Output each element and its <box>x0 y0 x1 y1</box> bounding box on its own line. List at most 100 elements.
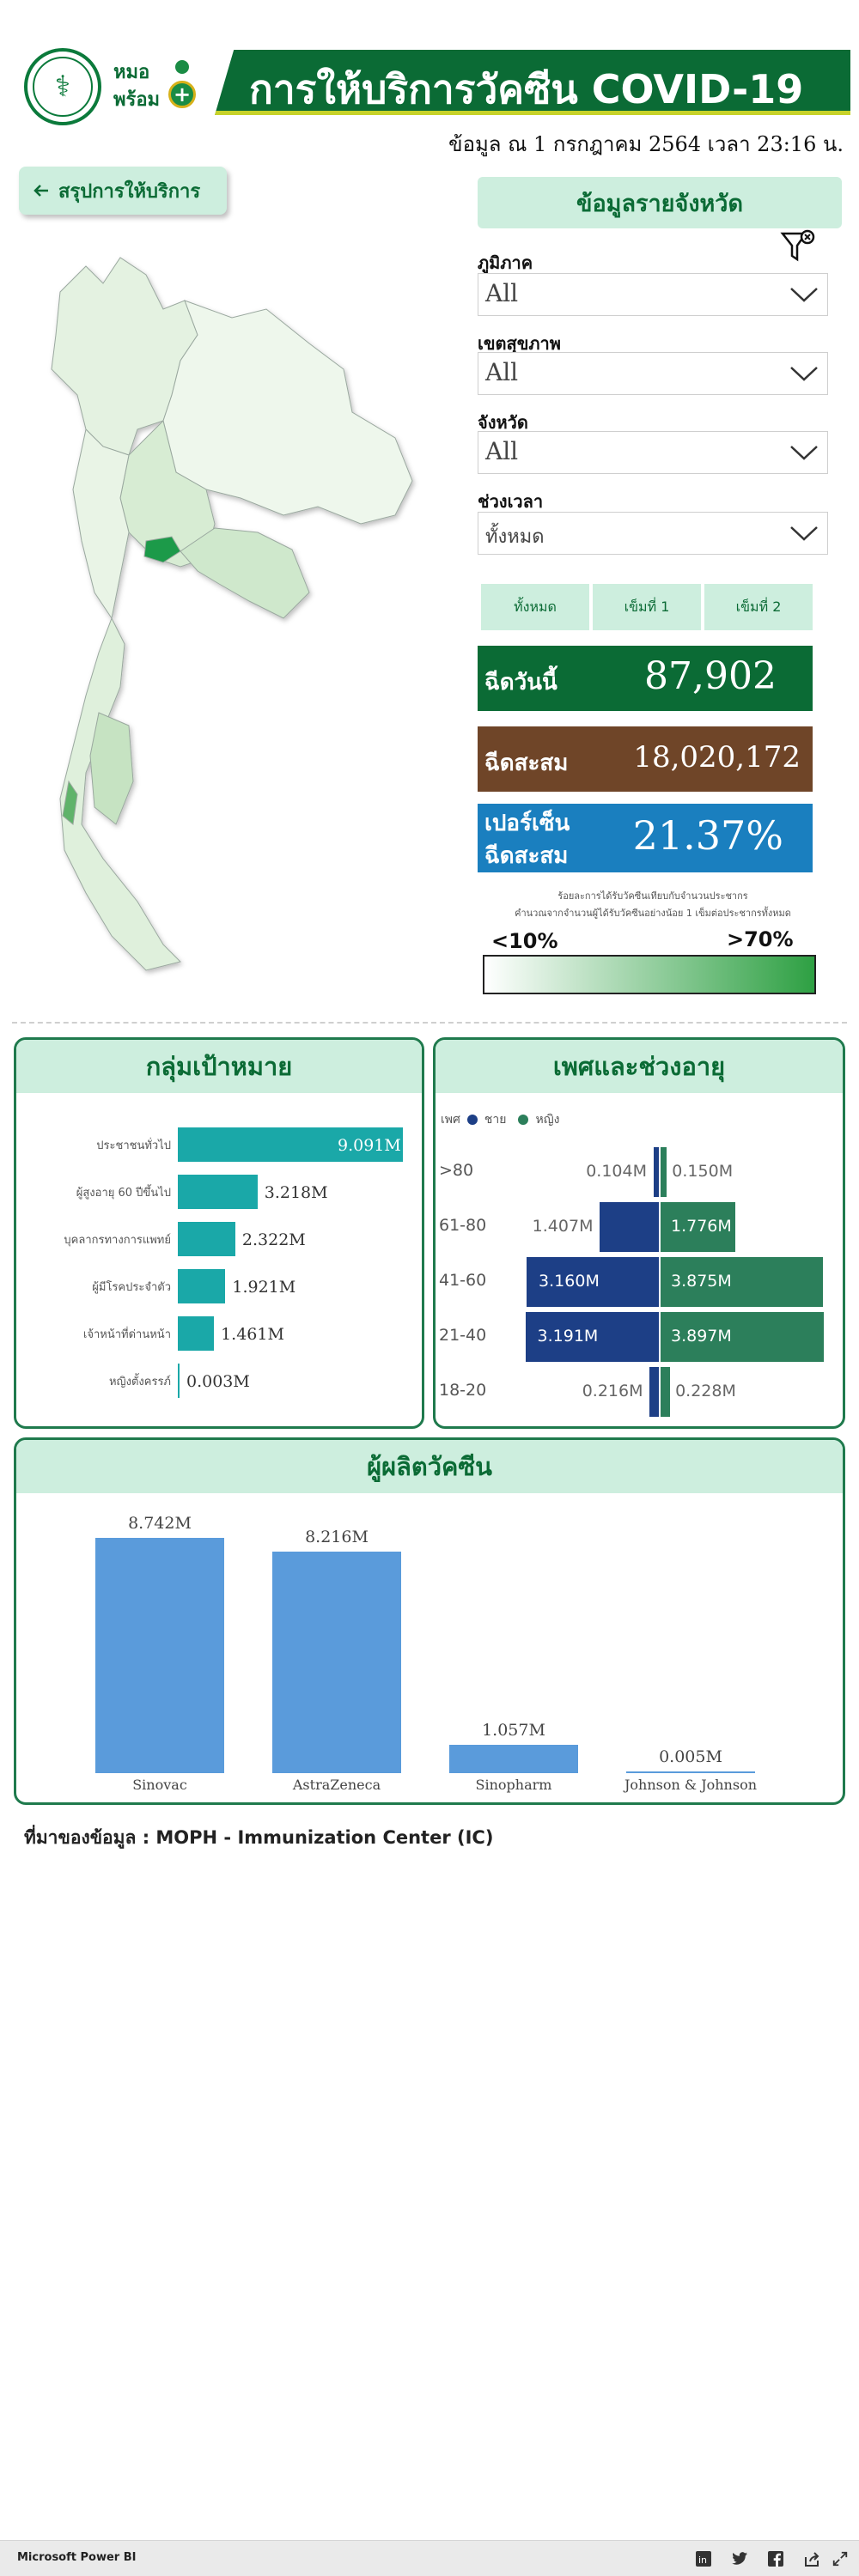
period-button-dose-1[interactable]: เข็มที่ 1 <box>593 584 701 630</box>
target-group-bar[interactable] <box>178 1364 180 1398</box>
manufacturers-title: ผู้ผลิตวัคซีน <box>16 1440 843 1493</box>
table-row: หญิงตั้งครรภ์ 0.003M <box>16 1362 422 1400</box>
target-groups-title: กลุ่มเป้าหมาย <box>16 1040 422 1093</box>
clear-filter-icon[interactable] <box>780 228 816 266</box>
manufacturer-bar[interactable] <box>272 1552 401 1773</box>
kpi-today: ฉีดวันนี้ 87,902 <box>478 646 813 711</box>
manufacturer-label: Sinopharm <box>475 1777 552 1793</box>
section-divider <box>12 1022 847 1024</box>
period-filter-label: ช่วงเวลา <box>478 491 544 512</box>
thailand-province-map[interactable] <box>34 232 438 979</box>
moph-logo: ⚕ <box>24 48 101 125</box>
chevron-down-icon <box>790 446 818 460</box>
twitter-icon[interactable] <box>730 2549 749 2568</box>
plus-icon: + <box>168 81 196 108</box>
target-group-bar[interactable] <box>178 1127 403 1162</box>
kpi-cumulative-value: 18,020,172 <box>633 740 801 775</box>
manufacturer-label: Johnson & Johnson <box>624 1777 758 1793</box>
province-dropdown-value: All <box>485 437 519 465</box>
period-button-all[interactable]: ทั้งหมด <box>481 584 589 630</box>
male-bar[interactable] <box>525 1312 659 1362</box>
manufacturer-value: 0.005M <box>659 1747 722 1766</box>
period-button-dose-2[interactable]: เข็มที่ 2 <box>704 584 813 630</box>
share-icon[interactable] <box>802 2549 821 2568</box>
target-group-value: 0.003M <box>186 1372 250 1391</box>
table-row: เจ้าหน้าที่ด่านหน้า 1.461M <box>16 1315 422 1352</box>
period-dropdown[interactable]: ทั้งหมด <box>478 512 828 555</box>
chevron-down-icon <box>790 288 818 302</box>
legend-gradient-bar <box>483 955 816 994</box>
female-bar[interactable] <box>661 1147 667 1197</box>
logo-dot <box>175 60 189 74</box>
age-group-label: 61-80 <box>439 1216 487 1235</box>
table-row: 21-40 3.191M 3.897M <box>436 1312 843 1362</box>
female-value: 3.897M <box>671 1327 732 1346</box>
male-bar[interactable] <box>600 1202 659 1252</box>
kpi-percent-value: 21.37% <box>632 812 783 859</box>
map-legend-note: ร้อยละการได้รับวัคซีนเทียบกับจำนวนประชาก… <box>481 888 825 922</box>
mor-prom-logo: หมอ พร้อม + <box>112 52 198 120</box>
region-dropdown-value: All <box>485 279 519 307</box>
kpi-today-value: 87,902 <box>644 654 777 698</box>
manufacturer-column: 0.005M Johnson & Johnson <box>624 1440 757 1801</box>
health-zone-dropdown[interactable]: All <box>478 352 828 395</box>
male-legend-swatch <box>466 1115 478 1125</box>
manufacturer-bar[interactable] <box>626 1771 755 1773</box>
region-filter-label: ภูมิภาค <box>478 252 533 273</box>
male-legend-label: ชาย <box>484 1113 507 1127</box>
female-bar[interactable] <box>661 1367 671 1417</box>
manufacturer-value: 8.742M <box>128 1514 192 1533</box>
facebook-icon[interactable] <box>766 2549 785 2568</box>
health-zone-dropdown-value: All <box>485 358 519 386</box>
update-date: ข้อมูล ณ 1 กรกฎาคม 2564 เวลา 23:16 น. <box>448 132 844 156</box>
male-value: 3.191M <box>537 1327 599 1346</box>
target-group-bar[interactable] <box>178 1222 235 1256</box>
female-legend-label: หญิง <box>535 1113 560 1127</box>
manufacturer-label: AstraZeneca <box>292 1777 381 1793</box>
province-filter-label: จังหวัด <box>478 412 528 433</box>
map-bangkok[interactable] <box>143 536 181 563</box>
map-northeast-region[interactable] <box>162 300 413 525</box>
target-group-label: ผู้มีโรคประจำตัว <box>92 1281 171 1294</box>
back-button[interactable]: สรุปการให้บริการ <box>19 167 227 215</box>
manufacturer-column: 8.742M Sinovac <box>95 1440 224 1801</box>
powerbi-footer: Microsoft Power BI in <box>0 2540 859 2576</box>
map-upper-south[interactable] <box>89 712 134 825</box>
linkedin-icon[interactable]: in <box>694 2549 713 2568</box>
map-legend-note-line1: ร้อยละการได้รับวัคซีนเทียบกับจำนวนประชาก… <box>557 890 748 902</box>
age-group-label: >80 <box>439 1161 474 1180</box>
female-bar[interactable] <box>661 1257 823 1307</box>
powerbi-brand-link[interactable]: Microsoft Power BI <box>17 2551 137 2564</box>
target-group-bar[interactable] <box>178 1175 258 1209</box>
map-west-region[interactable] <box>72 428 130 620</box>
male-bar[interactable] <box>649 1367 659 1417</box>
manufacturer-label: Sinovac <box>132 1777 187 1793</box>
target-group-label: หญิงตั้งครรภ์ <box>108 1376 171 1388</box>
gender-age-title: เพศและช่วงอายุ <box>436 1040 843 1093</box>
kpi-percent-label-2: ฉีดสะสม <box>484 843 569 869</box>
arrow-left-icon <box>34 185 48 197</box>
manufacturer-bar[interactable] <box>95 1538 224 1773</box>
target-group-label: ผู้สูงอายุ 60 ปีขึ้นไป <box>76 1187 171 1200</box>
legend-min-label: <10% <box>491 929 558 953</box>
female-bar[interactable] <box>661 1312 824 1362</box>
target-group-value: 1.921M <box>232 1278 296 1297</box>
male-value: 0.104M <box>586 1162 647 1181</box>
province-dropdown[interactable]: All <box>478 431 828 474</box>
fullscreen-icon[interactable] <box>832 2549 849 2568</box>
chevron-down-icon <box>790 526 818 541</box>
target-group-label: เจ้าหน้าที่ด่านหน้า <box>82 1328 171 1341</box>
male-bar[interactable] <box>654 1147 659 1197</box>
chevron-down-icon <box>790 367 818 381</box>
gender-legend-title: เพศ <box>441 1113 460 1127</box>
female-bar[interactable] <box>661 1202 735 1252</box>
male-bar[interactable] <box>527 1257 659 1307</box>
target-group-bar[interactable] <box>178 1316 215 1351</box>
table-row: ผู้สูงอายุ 60 ปีขึ้นไป 3.218M <box>16 1173 422 1211</box>
map-phuket[interactable] <box>62 780 78 825</box>
manufacturer-bar[interactable] <box>449 1744 578 1773</box>
target-group-bar[interactable] <box>178 1269 226 1303</box>
map-east-region[interactable] <box>180 527 310 619</box>
region-dropdown[interactable]: All <box>478 273 828 316</box>
kpi-cumulative: ฉีดสะสม 18,020,172 <box>478 726 813 792</box>
